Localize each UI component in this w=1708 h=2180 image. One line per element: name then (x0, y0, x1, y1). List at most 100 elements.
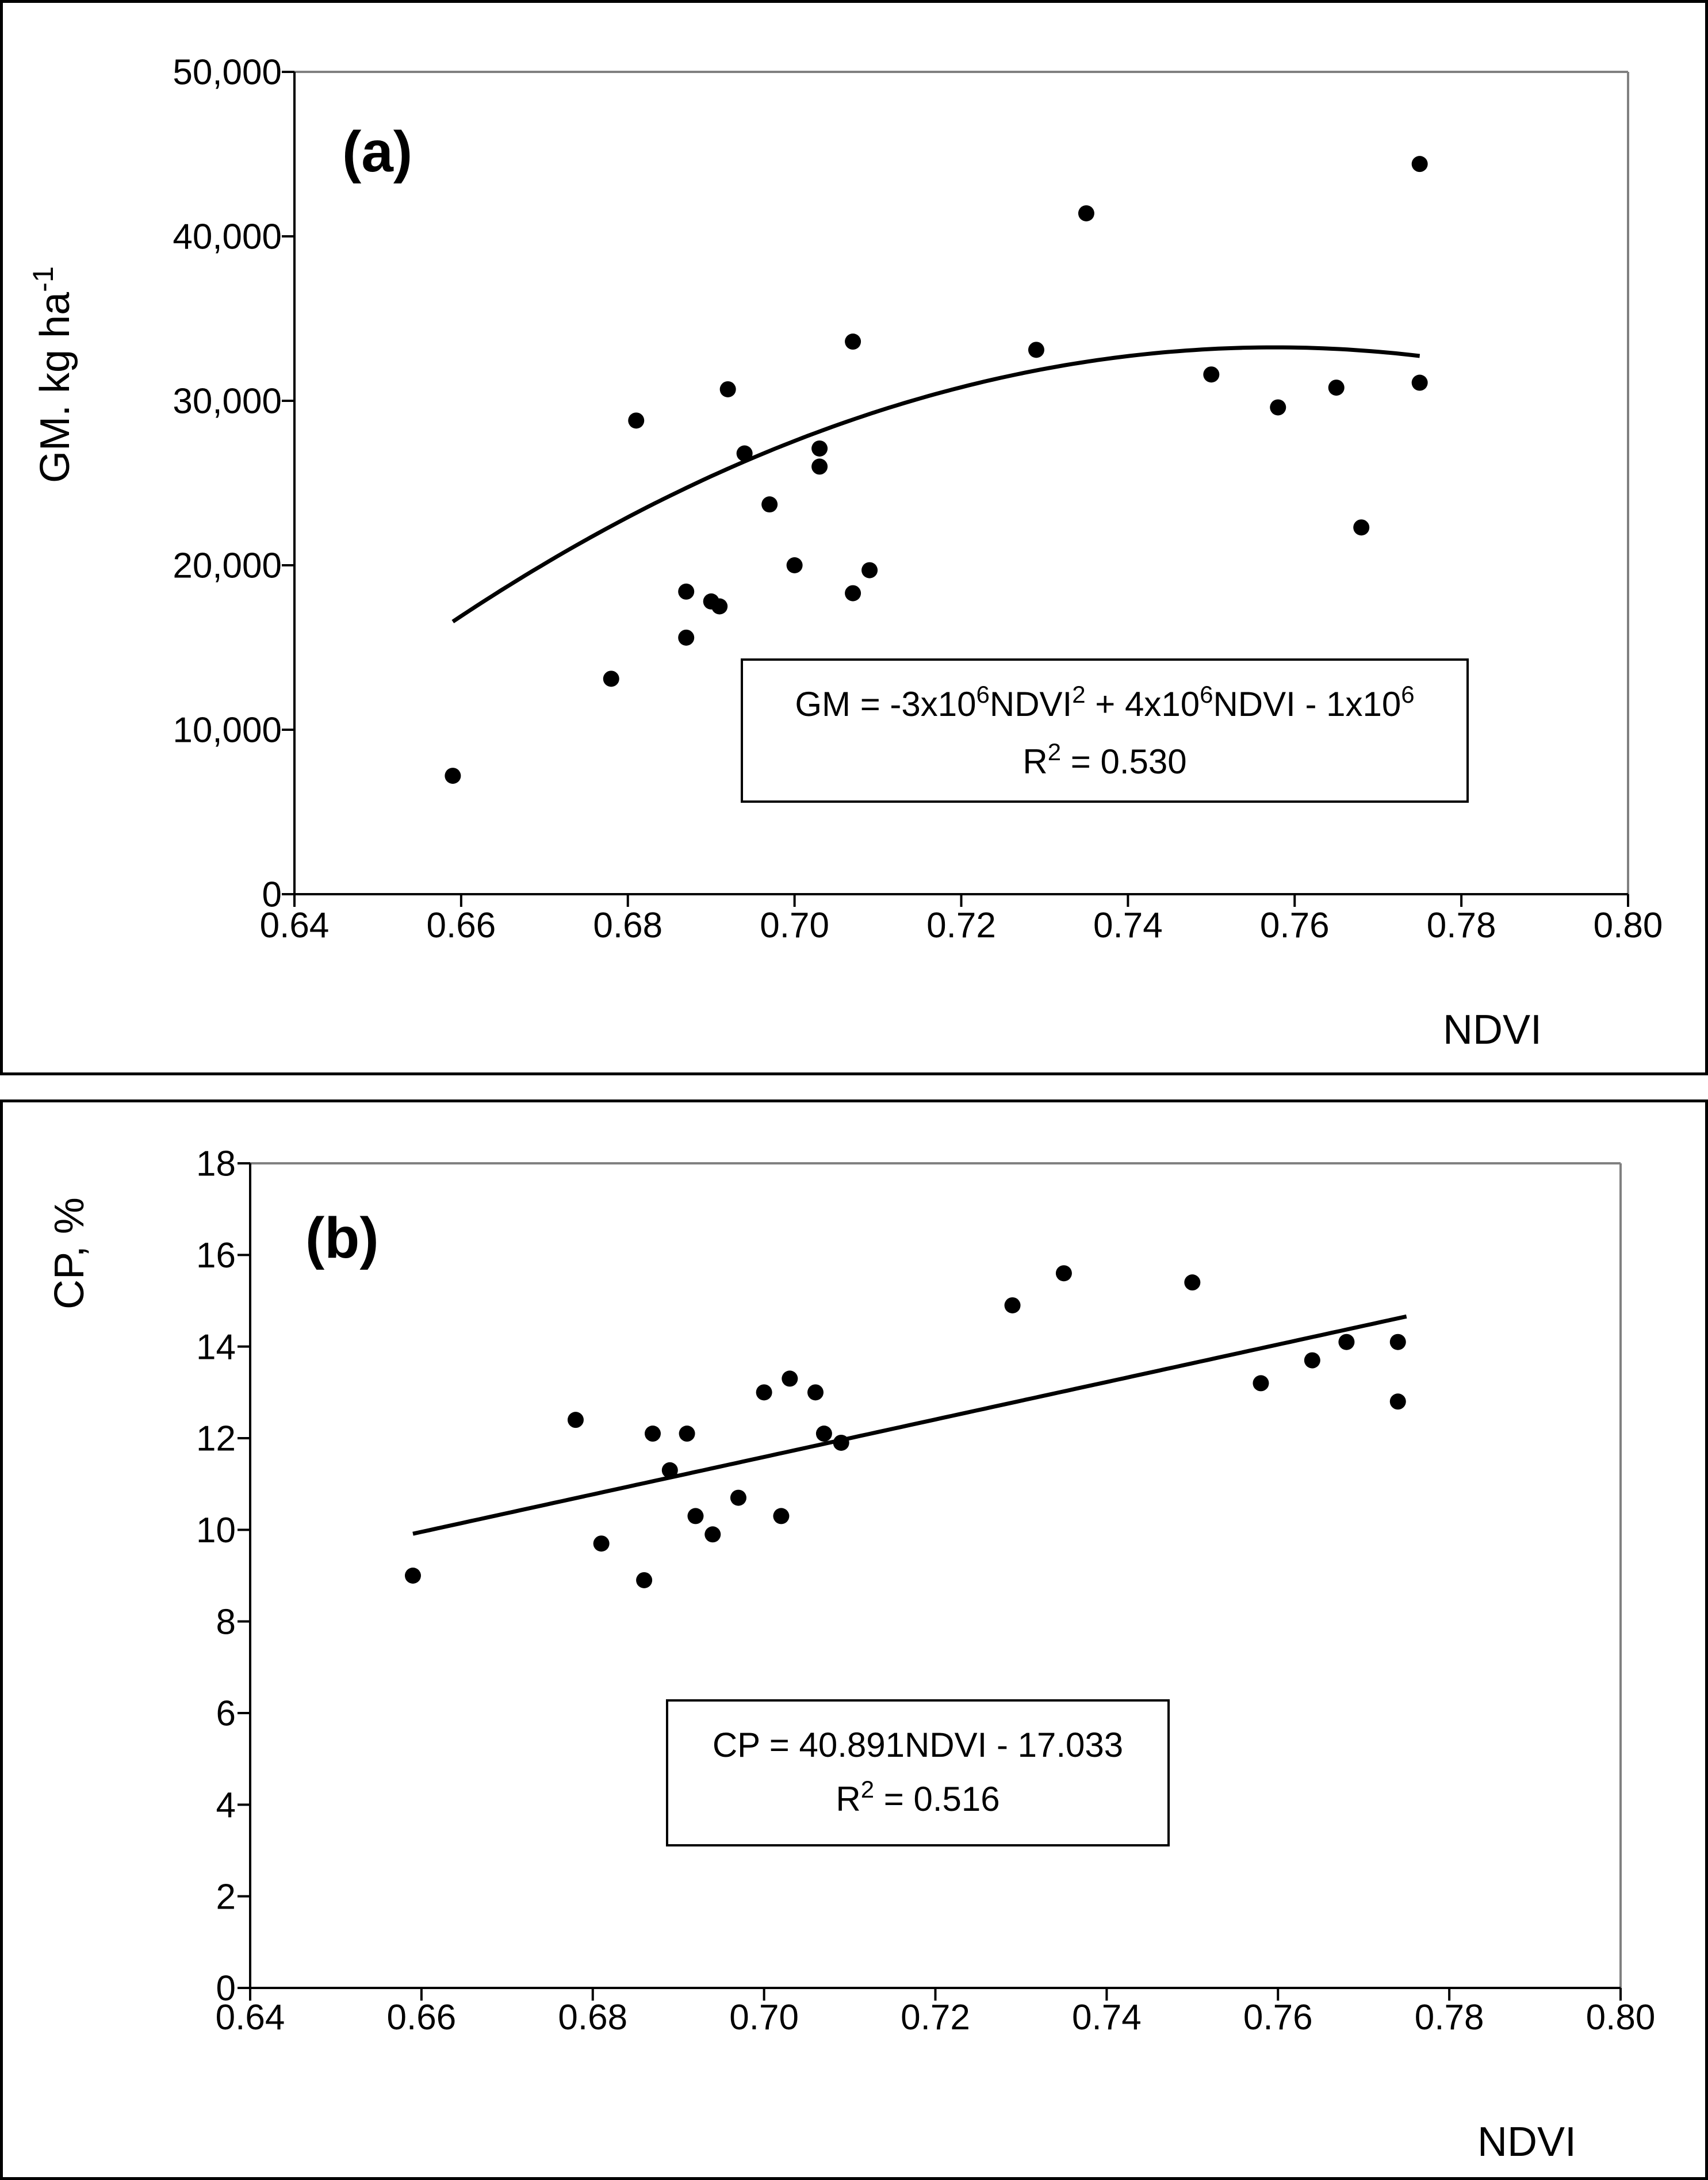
chart-a-equation-part: 6 (976, 681, 990, 708)
chart-a-svg: 0 10,000 20,000 30,000 40,000 50,000 0.64 0.66 0… (26, 53, 1663, 1053)
chart-a-data-point (1353, 519, 1370, 536)
chart-b-panel-label: (b) (305, 1206, 379, 1270)
chart-a-r2-part: = 0.530 (1061, 742, 1187, 781)
chart-b-data-point (645, 1426, 661, 1442)
chart-a-data-point (628, 412, 645, 429)
chart-a-data-point (786, 557, 803, 573)
chart-b-y-tick-label: 0 (216, 1969, 236, 2009)
chart-b-data-point (1055, 1265, 1072, 1282)
chart-a-data-point (711, 598, 728, 615)
chart-b-y-tick-label: 2 (216, 1877, 236, 1917)
chart-a-x-tick-label: 0.66 (427, 906, 496, 945)
chart-b-data-point (756, 1384, 772, 1401)
chart-b-x-tick-label: 0.70 (729, 1998, 799, 2037)
chart-a-data-point (1411, 156, 1428, 173)
chart-a-data-point (861, 562, 878, 578)
chart-a-y-tick-label: 30,000 (173, 382, 282, 422)
chart-b-data-point (730, 1489, 746, 1506)
chart-b-trendline (412, 1314, 1407, 1536)
chart-a-y-tick-label: 50,000 (173, 53, 282, 93)
chart-b-data-point (704, 1526, 721, 1543)
chart-a-y-tick-label: 0 (262, 875, 282, 915)
chart-b-x-axis-label: NDVI (1477, 2119, 1576, 2165)
chart-b-data-point (833, 1434, 849, 1451)
chart-a-x-tick-label: 0.70 (760, 906, 829, 945)
chart-a-equation-part: 2 (1072, 681, 1085, 708)
chart-a-x-tick-label: 0.74 (1093, 906, 1163, 945)
chart-a-data-point (736, 445, 753, 462)
chart-b-data-point (782, 1370, 798, 1387)
chart-a-equation-text: GM = -3x106NDVI2 + 4x106NDVI - 1x106 (795, 681, 1414, 724)
chart-a-data-point (1028, 342, 1044, 358)
chart-a-x-tick-label: 0.76 (1260, 906, 1330, 945)
chart-a-data-point (845, 585, 861, 601)
chart-a-equation-part: + 4x10 (1086, 685, 1200, 723)
chart-b-r2-part: 2 (861, 1776, 874, 1803)
chart-b-x-tick-label: 0.68 (558, 1998, 627, 2037)
chart-b-y-axis-label-text: CP, % (47, 1197, 93, 1309)
chart-b-x-tick-label: 0.66 (387, 1998, 457, 2037)
chart-a-r2-text: R2 = 0.530 (1022, 738, 1186, 781)
chart-a-equation-part: NDVI - 1x10 (1213, 685, 1401, 723)
chart-a-y-tick-label: 40,000 (173, 217, 282, 257)
chart-b-equation-text: CP = 40.891NDVI - 17.033 (713, 1726, 1123, 1764)
chart-a-trendline (451, 345, 1420, 623)
chart-a-data-point (719, 381, 736, 397)
chart-b-x-tick-label: 0.76 (1243, 1998, 1313, 2037)
chart-b-y-tick-label: 4 (216, 1786, 236, 1825)
chart-b-data-point (815, 1426, 832, 1442)
chart-a-r2-part: R (1022, 742, 1047, 781)
chart-b-r2-part: = 0.516 (874, 1780, 1000, 1818)
chart-b-data-point (1253, 1375, 1269, 1392)
chart-a-data-point (678, 583, 695, 600)
chart-b-equation-part: CP = 40.891NDVI - 17.033 (713, 1726, 1123, 1764)
chart-panel-a: 0 10,000 20,000 30,000 40,000 50,000 0.64 0.66 0… (0, 0, 1708, 1075)
chart-a-data-point (1270, 399, 1286, 416)
chart-b-equation-box (666, 1699, 1170, 1846)
chart-b-data-point (1338, 1334, 1355, 1350)
chart-a-panel-label: (a) (342, 120, 412, 184)
chart-b-y-tick-label: 16 (196, 1236, 236, 1275)
chart-a-data-point (811, 458, 828, 475)
chart-b-data-point (661, 1462, 678, 1478)
chart-a-data-point (603, 671, 619, 687)
chart-a-data-point (678, 629, 695, 646)
chart-b-x-tick-label: 0.80 (1586, 1998, 1656, 2037)
chart-b-r2-part: R (836, 1780, 860, 1818)
chart-a-equation-part: 6 (1200, 681, 1213, 708)
chart-b-y-tick-label: 14 (196, 1327, 236, 1367)
chart-b-data-point (807, 1384, 824, 1401)
chart-b-y-tick-label: 8 (216, 1602, 236, 1642)
chart-b-y-tick-label: 18 (196, 1144, 236, 1184)
chart-b-x-tick-label: 0.78 (1415, 1998, 1484, 2037)
chart-a-data-point (1411, 374, 1428, 391)
chart-a-x-tick-label: 0.72 (926, 906, 996, 945)
chart-a-data-point (845, 334, 861, 350)
chart-a-y-axis-label: GM. kg ha-1 (26, 266, 79, 483)
chart-b-data-point (1004, 1297, 1021, 1313)
chart-a-data-point (1203, 366, 1220, 383)
chart-b-data-point (1184, 1274, 1201, 1291)
chart-b-y-tick-label: 10 (196, 1511, 236, 1550)
chart-b-data-point (1389, 1393, 1406, 1410)
chart-panel-b: 0 2 4 6 8 10 12 14 16 18 0.64 0.66 0.68 0.70 0.72 0.74 0… (0, 1099, 1708, 2180)
chart-a-data-point (761, 496, 778, 513)
chart-b-x-tick-label: 0.74 (1072, 1998, 1142, 2037)
chart-b-x-tick-label: 0.64 (216, 1998, 285, 2037)
chart-b-data-point (773, 1508, 790, 1524)
chart-b-y-axis-label: CP, % (47, 1197, 93, 1309)
chart-a-x-tick-label: 0.68 (593, 906, 662, 945)
chart-b-y-tick-label: 12 (196, 1419, 236, 1459)
chart-a-x-tick-label: 0.78 (1427, 906, 1496, 945)
chart-b-data-point (567, 1412, 584, 1428)
chart-b-data-point (636, 1572, 653, 1588)
chart-b-data-point (1389, 1334, 1406, 1350)
chart-b-r2-text: R2 = 0.516 (836, 1776, 999, 1819)
chart-b-data-point (687, 1508, 704, 1524)
chart-a-data-point (445, 768, 461, 784)
chart-a-equation-box (741, 658, 1469, 803)
chart-a-equation-part: NDVI (990, 685, 1072, 723)
chart-a-y-tick-label: 10,000 (173, 711, 282, 750)
chart-a-data-point (811, 440, 828, 457)
chart-a-equation-part: 6 (1401, 681, 1414, 708)
